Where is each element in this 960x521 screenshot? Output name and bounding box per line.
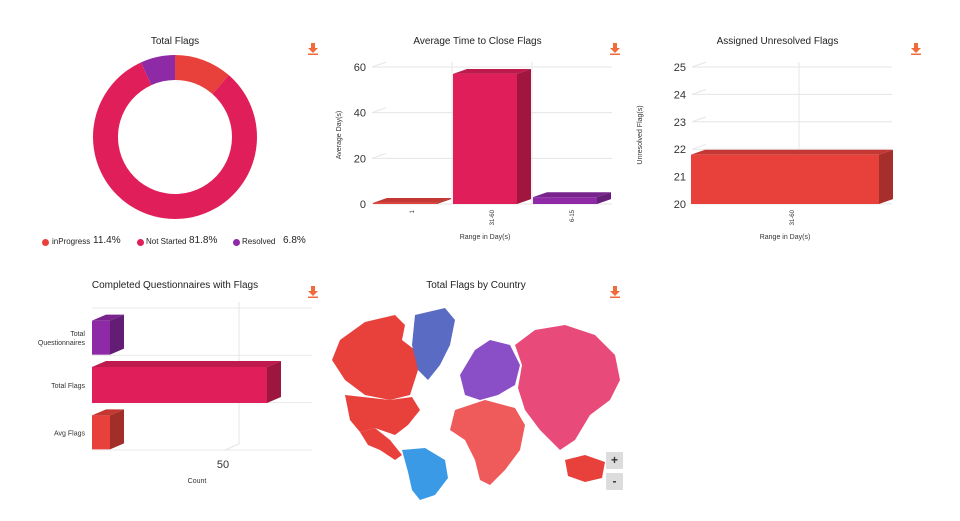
download-icon[interactable] bbox=[307, 286, 319, 298]
download-icon[interactable] bbox=[910, 43, 922, 55]
completed-questionnaires-panel: Completed Questionnaires with Flags Coun… bbox=[0, 260, 330, 521]
bar-31-60[interactable] bbox=[691, 149, 893, 204]
flags-by-country-panel: Total Flags by Country + - bbox=[320, 260, 630, 521]
avg-time-chart: Average Day(s) Range in Day(s) 0 20 40 60 1 3… bbox=[336, 61, 612, 241]
y-tick-label: 60 bbox=[354, 62, 366, 74]
gridline bbox=[371, 61, 387, 68]
map-region-africa[interactable] bbox=[450, 400, 525, 485]
legend-value-resolved: 6.8% bbox=[283, 235, 306, 246]
flags-by-country-title: Total Flags by Country bbox=[426, 280, 526, 291]
legend-label-not-started: Not Started bbox=[146, 237, 187, 246]
bar-6-15[interactable] bbox=[533, 192, 611, 204]
gridline bbox=[691, 89, 707, 95]
map-region-europe[interactable] bbox=[460, 340, 520, 400]
x-tick-label: 31-60 bbox=[490, 209, 496, 225]
y-tick-label: 22 bbox=[674, 144, 686, 156]
total-flags-legend: inProgress 11.4% Not Started 81.8% Resol… bbox=[42, 235, 342, 250]
completed-questionnaires-title: Completed Questionnaires with Flags bbox=[91, 280, 259, 291]
gridline bbox=[224, 443, 240, 451]
map-region-australia[interactable] bbox=[565, 455, 605, 482]
total-flags-title: Total Flags bbox=[150, 36, 200, 47]
x-tick-label: 1 bbox=[410, 209, 416, 213]
donut-slice-not-started[interactable] bbox=[92, 62, 257, 220]
map-region-central-america[interactable] bbox=[360, 428, 402, 460]
legend-label-inprogress: inProgress bbox=[52, 237, 91, 246]
y-tick-label: 24 bbox=[674, 89, 686, 101]
download-icon[interactable] bbox=[609, 286, 621, 298]
y-tick-label: Questionnaires bbox=[38, 340, 86, 347]
gridline bbox=[691, 61, 707, 68]
map-zoom-out-button[interactable]: - bbox=[606, 473, 623, 490]
bar-avg-flags[interactable] bbox=[92, 409, 124, 450]
gridline bbox=[691, 116, 707, 123]
y-tick-label: 23 bbox=[674, 117, 686, 129]
map-zoom-in-button[interactable]: + bbox=[606, 452, 623, 469]
avg-time-panel: Average Time to Close Flags Average Day(… bbox=[330, 0, 630, 260]
gridline bbox=[691, 143, 707, 150]
x-tick-label: 6-15 bbox=[570, 209, 576, 222]
legend-label-resolved: Resolved bbox=[242, 237, 276, 246]
legend-marker-resolved bbox=[233, 239, 240, 246]
bar-31-60[interactable] bbox=[453, 68, 531, 204]
bar-total-questionnaires[interactable] bbox=[92, 314, 124, 355]
gridline bbox=[371, 107, 387, 114]
donut-slice-resolved[interactable] bbox=[141, 55, 175, 86]
download-icon[interactable] bbox=[609, 43, 621, 55]
total-flags-donut bbox=[92, 55, 257, 220]
map-region-greenland[interactable] bbox=[412, 308, 455, 380]
y-tick-label: 40 bbox=[354, 108, 366, 120]
assigned-unresolved-chart: Unresolved Flag(s) Range in Day(s) 20 21 2… bbox=[637, 61, 893, 241]
y-tick-label: 20 bbox=[674, 199, 686, 211]
x-tick-label: 50 bbox=[217, 459, 229, 471]
download-icon[interactable] bbox=[307, 43, 319, 55]
world-map[interactable] bbox=[320, 300, 625, 500]
legend-value-not-started: 81.8% bbox=[189, 235, 218, 246]
x-tick-label: 31-60 bbox=[790, 209, 796, 225]
y-tick-label: Total bbox=[70, 331, 85, 338]
map-region-usa[interactable] bbox=[345, 395, 420, 435]
gridline bbox=[371, 152, 387, 159]
legend-marker-inprogress bbox=[42, 239, 49, 246]
y-tick-label: Avg Flags bbox=[54, 430, 85, 437]
completed-questionnaires-xlabel: Count bbox=[188, 478, 207, 485]
assigned-unresolved-panel: Assigned Unresolved Flags Unresolved Fla… bbox=[630, 0, 960, 260]
assigned-unresolved-title: Assigned Unresolved Flags bbox=[716, 36, 839, 47]
assigned-unresolved-xlabel: Range in Day(s) bbox=[760, 234, 811, 241]
y-tick-label: 25 bbox=[674, 62, 686, 74]
bar-total-flags[interactable] bbox=[92, 361, 281, 403]
map-region-south-america[interactable] bbox=[402, 448, 448, 500]
completed-questionnaires-chart: Count 50 Total Questionnaires Total Flags Av… bbox=[38, 302, 312, 485]
y-tick-label: Total Flags bbox=[51, 383, 85, 390]
donut-slice-inprogress[interactable] bbox=[175, 55, 229, 95]
map-region-canada[interactable] bbox=[332, 315, 418, 400]
y-tick-label: 20 bbox=[354, 153, 366, 165]
total-flags-panel: Total Flags inProgress 11.4% Not Started… bbox=[0, 0, 330, 260]
bar-1[interactable] bbox=[373, 197, 451, 204]
y-tick-label: 0 bbox=[360, 199, 366, 211]
legend-marker-not-started bbox=[137, 239, 144, 246]
avg-time-title: Average Time to Close Flags bbox=[413, 36, 542, 47]
y-tick-label: 21 bbox=[674, 172, 686, 184]
legend-value-inprogress: 11.4% bbox=[93, 235, 121, 246]
assigned-unresolved-ylabel: Unresolved Flag(s) bbox=[637, 105, 644, 164]
avg-time-ylabel: Average Day(s) bbox=[336, 111, 343, 160]
map-region-asia[interactable] bbox=[515, 325, 620, 450]
avg-time-xlabel: Range in Day(s) bbox=[460, 234, 511, 241]
